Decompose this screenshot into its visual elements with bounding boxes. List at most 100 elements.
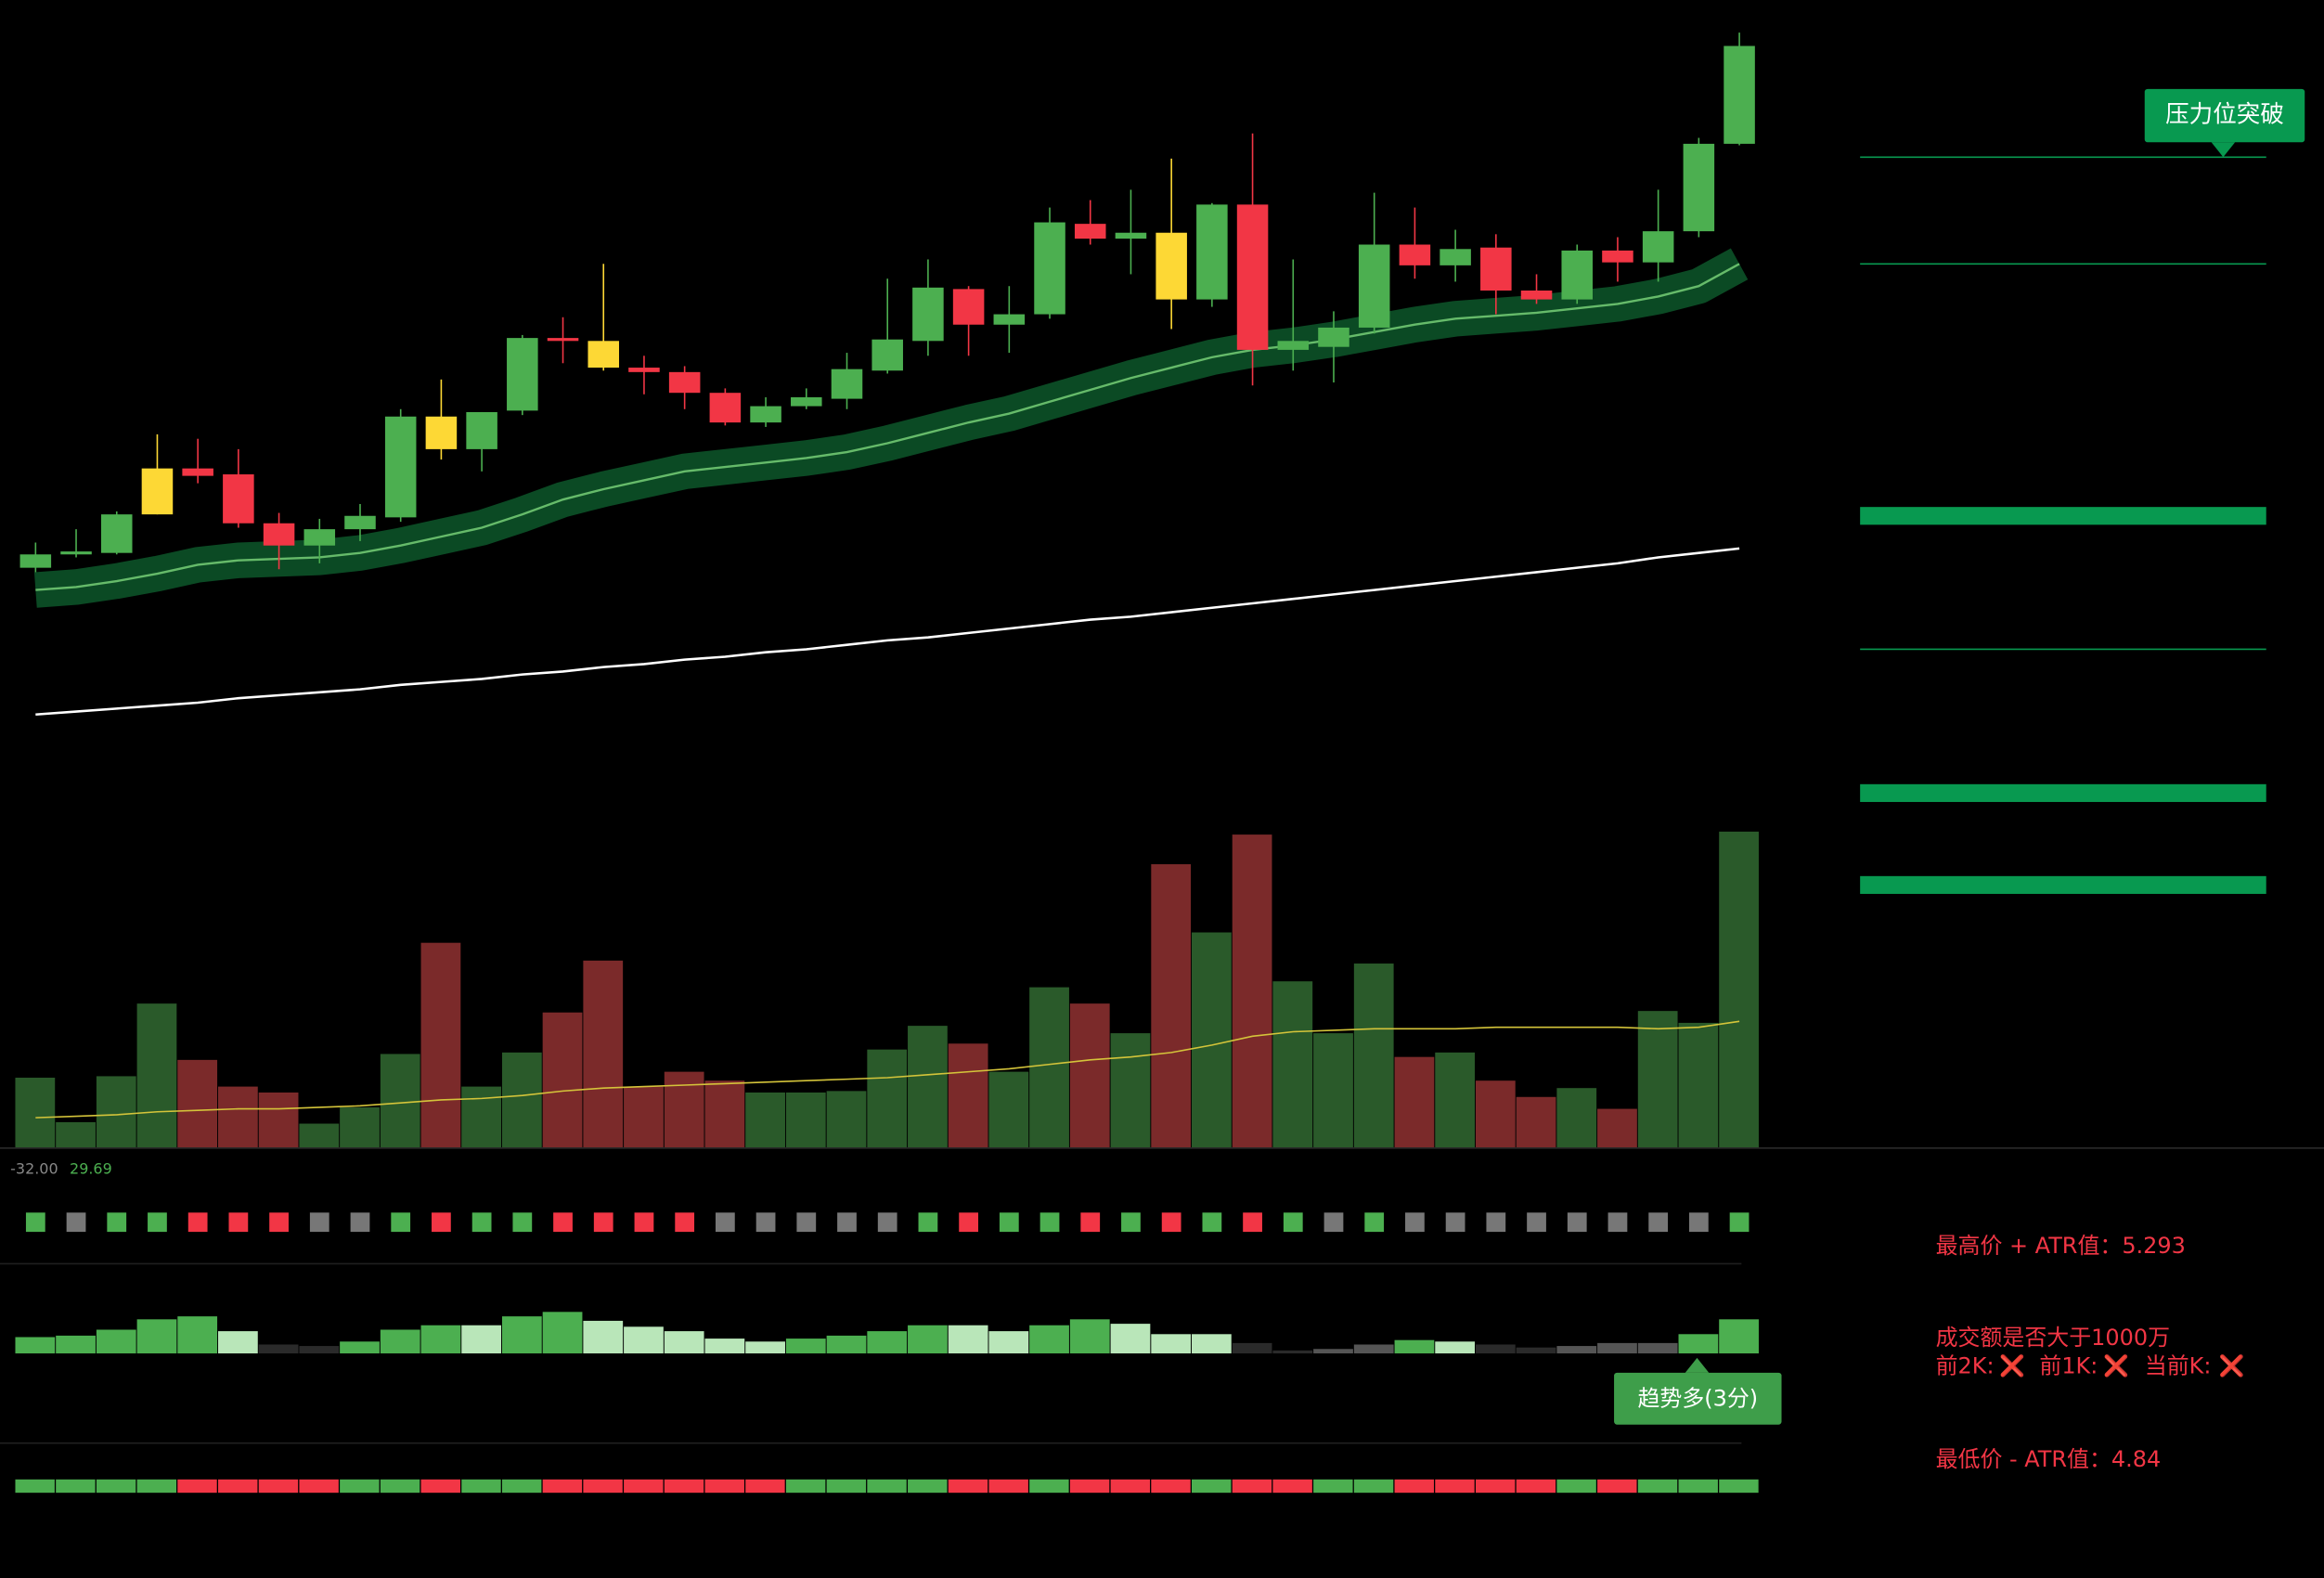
trend-strip [299, 1479, 339, 1494]
candle-body [709, 393, 742, 423]
candle-body [952, 289, 985, 325]
signal-dot [1688, 1212, 1709, 1233]
histogram-bar [218, 1331, 258, 1354]
signal-dot [350, 1212, 370, 1233]
histogram-bar [461, 1325, 502, 1354]
volume-bar [1516, 1096, 1556, 1148]
trend-strip [1192, 1479, 1232, 1494]
volume-bar [1232, 834, 1272, 1148]
candle-body [1115, 232, 1147, 239]
candle-body [507, 338, 538, 411]
signal-dot [959, 1212, 978, 1233]
trend-strip [258, 1479, 299, 1494]
candle-body [993, 314, 1026, 325]
candle-body [1156, 232, 1187, 300]
candle-body [1277, 341, 1310, 350]
candle-body [1520, 291, 1553, 300]
histogram-bar [826, 1335, 867, 1354]
candle-body [384, 416, 417, 518]
candle-body [344, 515, 376, 530]
trend-strip [1719, 1479, 1759, 1494]
volume-bar [96, 1076, 136, 1148]
trend-strip [1597, 1479, 1637, 1494]
trend-strip [624, 1479, 664, 1494]
trend-label-pointer [1685, 1357, 1710, 1373]
signal-dot [1121, 1212, 1141, 1233]
histogram-bar [1029, 1325, 1069, 1354]
signal-dot [1648, 1212, 1669, 1233]
volume-bar [542, 1012, 583, 1148]
trend-strip [96, 1479, 136, 1494]
histogram-bar [948, 1325, 988, 1354]
signal-dot [107, 1212, 127, 1233]
candle-body [1683, 143, 1715, 232]
volume-bar [1475, 1080, 1516, 1148]
trend-strip [15, 1479, 55, 1494]
check-mark: ❌ [1999, 1353, 2025, 1378]
histogram-bar [258, 1344, 299, 1354]
trend-strip [56, 1479, 96, 1494]
candle-body [912, 287, 944, 342]
trend-strip [1069, 1479, 1110, 1494]
volume-bar [1272, 981, 1313, 1148]
candle-body [1602, 250, 1633, 263]
ma-line [35, 547, 1740, 717]
signal-dot [999, 1212, 1019, 1233]
indicator-readout: 29.69 [70, 1160, 112, 1178]
candle-body [141, 468, 174, 515]
trend-strip [988, 1479, 1028, 1494]
candle-body [1561, 250, 1594, 300]
trend-strip [1232, 1479, 1272, 1494]
histogram-bar [785, 1339, 826, 1354]
signal-dot [1323, 1212, 1344, 1233]
histogram-bar [1435, 1341, 1476, 1354]
volume-bar [420, 942, 461, 1148]
trend-strip [1475, 1479, 1516, 1494]
trend-strip [1516, 1479, 1556, 1494]
signal-dot [918, 1212, 938, 1233]
histogram-bar [420, 1325, 461, 1354]
volume-bar [1029, 987, 1069, 1148]
volume-bar [785, 1092, 826, 1148]
signal-dot [148, 1212, 167, 1233]
histogram-bar [624, 1326, 664, 1354]
volume-bar [299, 1123, 340, 1148]
candle-body [547, 338, 579, 342]
histogram-bar [56, 1335, 96, 1354]
candle-body [182, 468, 213, 476]
signal-dot [187, 1212, 208, 1233]
volume-bar [56, 1121, 96, 1148]
volume-bar [177, 1059, 218, 1148]
histogram-bar [745, 1341, 785, 1354]
candle-body [263, 523, 295, 546]
trend-strip [826, 1479, 867, 1494]
histogram-bar [1678, 1334, 1719, 1354]
candle-body [1074, 224, 1106, 239]
histogram-bar [1272, 1350, 1313, 1354]
info-text: 前1K: [2039, 1352, 2098, 1378]
signal-dot [471, 1212, 492, 1233]
trend-strip [1029, 1479, 1069, 1494]
volume-bar [1637, 1011, 1678, 1148]
trend-strip [177, 1479, 217, 1494]
trend-strip [542, 1479, 583, 1494]
histogram-bar [988, 1331, 1029, 1354]
trend-strip [1272, 1479, 1312, 1494]
candle-body [425, 416, 458, 449]
histogram-bar [1719, 1319, 1759, 1354]
trend-strip [1637, 1479, 1678, 1494]
candle-body [791, 396, 822, 407]
histogram-bar [136, 1319, 177, 1354]
signal-dot [1364, 1212, 1385, 1233]
volume-bar [1394, 1056, 1435, 1148]
trend-strip [420, 1479, 460, 1494]
volume-bar [664, 1071, 704, 1148]
volume-bar [583, 960, 624, 1148]
signal-dot [269, 1212, 289, 1233]
trend-strip [1394, 1479, 1434, 1494]
trend-strip [340, 1479, 380, 1494]
histogram-bar [867, 1331, 908, 1354]
signal-dot [1527, 1212, 1546, 1233]
